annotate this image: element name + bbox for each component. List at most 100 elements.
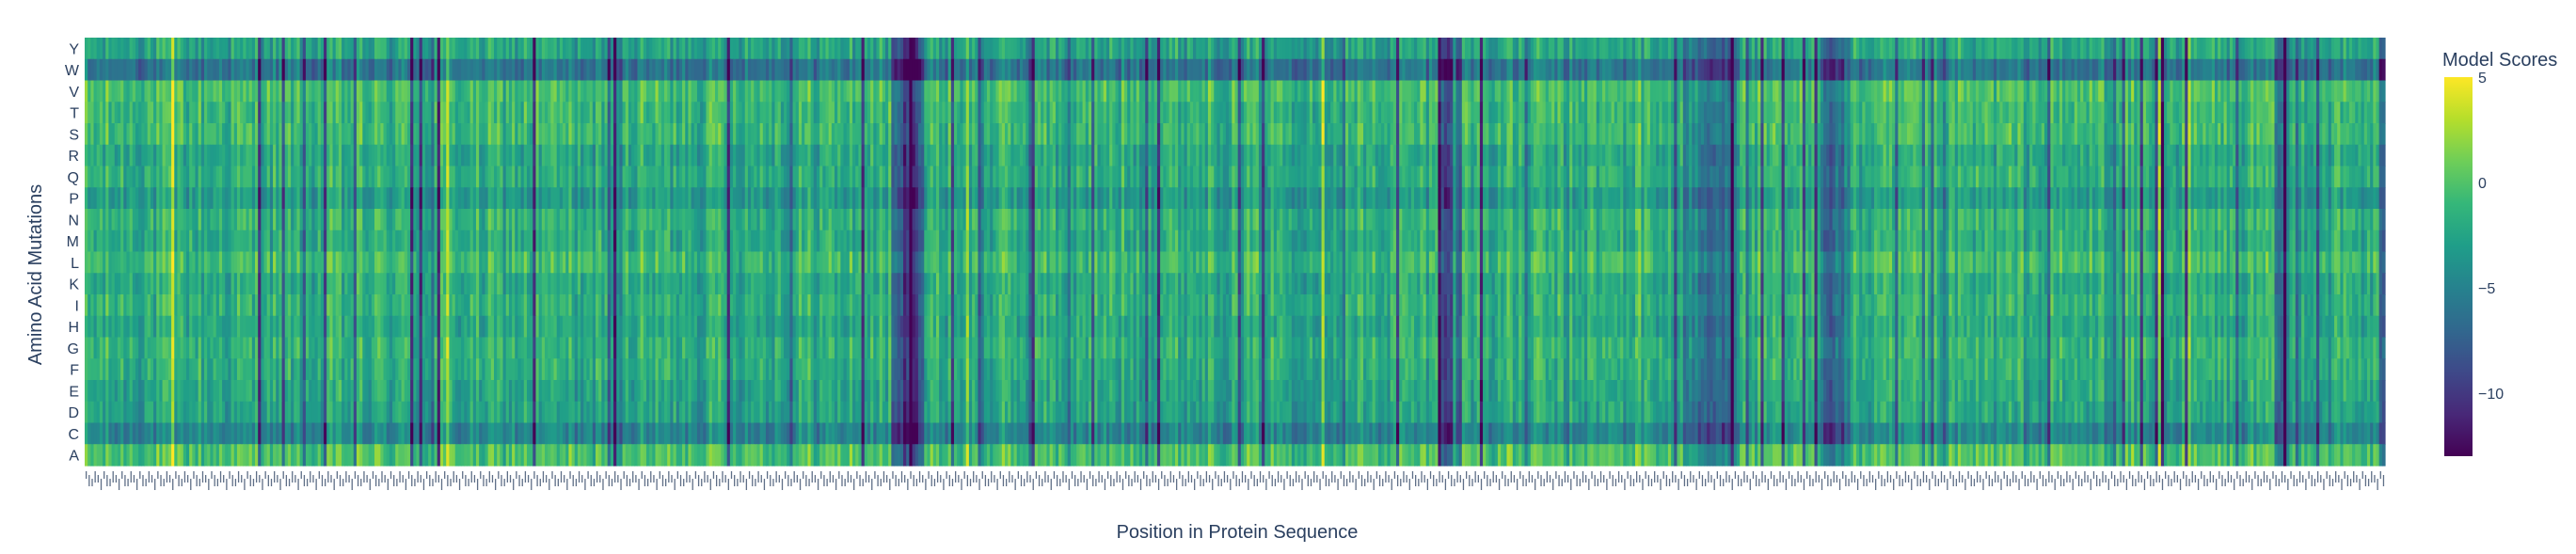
heatmap-cell	[2047, 58, 2051, 82]
heatmap-cell	[1008, 58, 1011, 82]
heatmap-cell	[1769, 58, 1773, 82]
heatmap-cell	[374, 102, 378, 124]
heatmap-cell	[338, 102, 342, 124]
heatmap-cell	[1375, 102, 1379, 124]
heatmap-cell	[1043, 58, 1048, 82]
heatmap-cell	[1623, 38, 1628, 60]
heatmap-cell	[1091, 80, 1095, 103]
heatmap-cell	[628, 58, 632, 82]
heatmap-cell	[1662, 80, 1666, 103]
heatmap-cell	[983, 38, 988, 60]
heatmap-cell	[147, 80, 151, 103]
heatmap-cell	[404, 102, 408, 124]
heatmap-cell	[2283, 80, 2287, 103]
heatmap-cell	[1255, 58, 1260, 82]
heatmap-cell	[1214, 102, 1218, 124]
heatmap-cell	[147, 102, 151, 124]
heatmap-cell	[1303, 38, 1308, 60]
heatmap-cell	[1031, 80, 1036, 103]
heatmap-cell	[386, 38, 390, 60]
heatmap-cell	[517, 80, 522, 103]
heatmap-cell	[804, 102, 809, 124]
heatmap-cell	[909, 58, 914, 82]
heatmap-cell	[577, 102, 581, 124]
heatmap-cell	[1390, 80, 1394, 103]
heatmap-cell	[2370, 80, 2374, 103]
heatmap-cell	[467, 102, 471, 124]
heatmap-cell	[660, 38, 665, 60]
heatmap-cell	[1064, 102, 1069, 124]
heatmap-cell	[1671, 58, 1675, 82]
heatmap-cell	[924, 80, 929, 103]
heatmap-cell	[1425, 38, 1430, 60]
heatmap-cell	[1450, 80, 1454, 103]
heatmap-cell	[2256, 38, 2261, 60]
heatmap-cell	[1414, 102, 1418, 124]
heatmap-cell	[696, 38, 701, 60]
heatmap-cell	[2074, 58, 2078, 82]
heatmap-cell	[1590, 38, 1595, 60]
heatmap-cell	[816, 102, 820, 124]
heatmap-cell	[765, 80, 770, 103]
heatmap-cell	[1372, 102, 1376, 124]
heatmap-cell	[1438, 102, 1442, 124]
heatmap-cell	[1181, 80, 1185, 103]
heatmap-cell	[2315, 58, 2320, 82]
heatmap-cell	[1193, 102, 1197, 124]
heatmap-cell	[837, 58, 841, 82]
heatmap-cell	[1085, 58, 1089, 82]
heatmap-cell	[461, 58, 465, 82]
heatmap-cell	[583, 38, 588, 60]
heatmap-cell	[899, 38, 904, 60]
heatmap-cell	[2271, 80, 2276, 103]
heatmap-cell	[1820, 80, 1824, 103]
heatmap-cell	[1318, 102, 1323, 124]
heatmap-cell	[1395, 80, 1400, 103]
heatmap-cell	[912, 38, 916, 60]
heatmap-cell	[1778, 38, 1783, 60]
heatmap-cell	[2012, 58, 2015, 82]
heatmap-cell	[526, 80, 531, 103]
heatmap-cell	[1862, 38, 1867, 60]
heatmap-cell	[353, 80, 358, 103]
heatmap-cell	[281, 58, 286, 82]
heatmap-cell	[1174, 102, 1179, 124]
heatmap-cell	[1330, 102, 1334, 124]
heatmap-cell	[917, 80, 922, 103]
heatmap-cell	[150, 58, 154, 82]
heatmap-cell	[903, 38, 907, 60]
heatmap-cell	[335, 38, 340, 60]
heatmap-cell	[153, 58, 157, 82]
heatmap-cell	[1740, 80, 1743, 103]
heatmap-cell	[2032, 38, 2037, 60]
heatmap-cell	[1468, 38, 1471, 60]
heatmap-cell	[1488, 38, 1493, 60]
heatmap-cell	[1784, 80, 1789, 103]
heatmap-cell	[1321, 58, 1326, 82]
heatmap-cell	[914, 80, 919, 103]
heatmap-cell	[1267, 102, 1272, 124]
heatmap-cell	[708, 102, 713, 124]
heatmap-cell	[1118, 38, 1122, 60]
heatmap-cell	[2340, 80, 2345, 103]
heatmap-cell	[810, 38, 815, 60]
heatmap-cell	[1028, 58, 1033, 82]
heatmap-cell	[1468, 80, 1471, 103]
heatmap-cell	[622, 102, 627, 124]
heatmap-cell	[1031, 58, 1036, 82]
heatmap-cell	[759, 38, 764, 60]
heatmap-cell	[505, 38, 510, 60]
heatmap-cell	[108, 38, 113, 60]
heatmap-cell	[1590, 80, 1595, 103]
heatmap-cell	[296, 102, 301, 124]
heatmap-cell	[873, 38, 878, 60]
heatmap-cell	[1214, 38, 1218, 60]
heatmap-cell	[1964, 80, 1968, 103]
heatmap-cell	[930, 58, 934, 82]
heatmap-cell	[1646, 58, 1651, 82]
heatmap-cell	[311, 58, 316, 82]
heatmap-cell	[1247, 102, 1250, 124]
heatmap-cell	[1211, 58, 1215, 82]
heatmap-cell	[947, 38, 952, 60]
heatmap-cell	[508, 102, 513, 124]
